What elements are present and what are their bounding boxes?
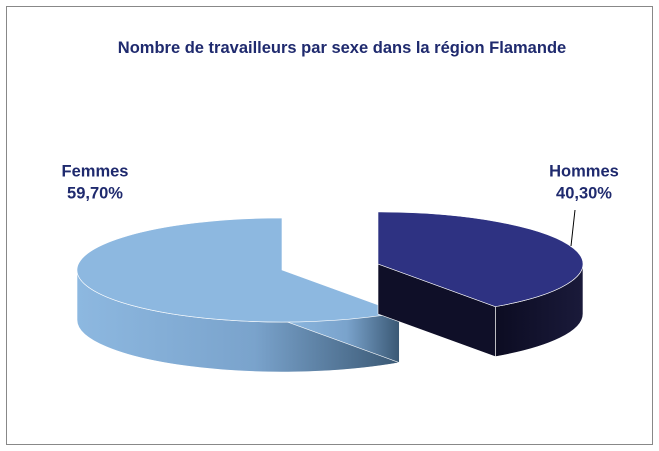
chart-border xyxy=(6,6,653,445)
slice-label: Femmes xyxy=(62,162,129,180)
chart-title: Nombre de travailleurs par sexe dans la … xyxy=(117,39,567,57)
slice xyxy=(76,217,401,323)
leader-line xyxy=(570,209,576,247)
slice-label: Hommes xyxy=(549,162,619,180)
slice xyxy=(377,211,584,307)
value-label: 59,70% xyxy=(67,184,123,202)
value-label: 40,30% xyxy=(556,184,612,202)
